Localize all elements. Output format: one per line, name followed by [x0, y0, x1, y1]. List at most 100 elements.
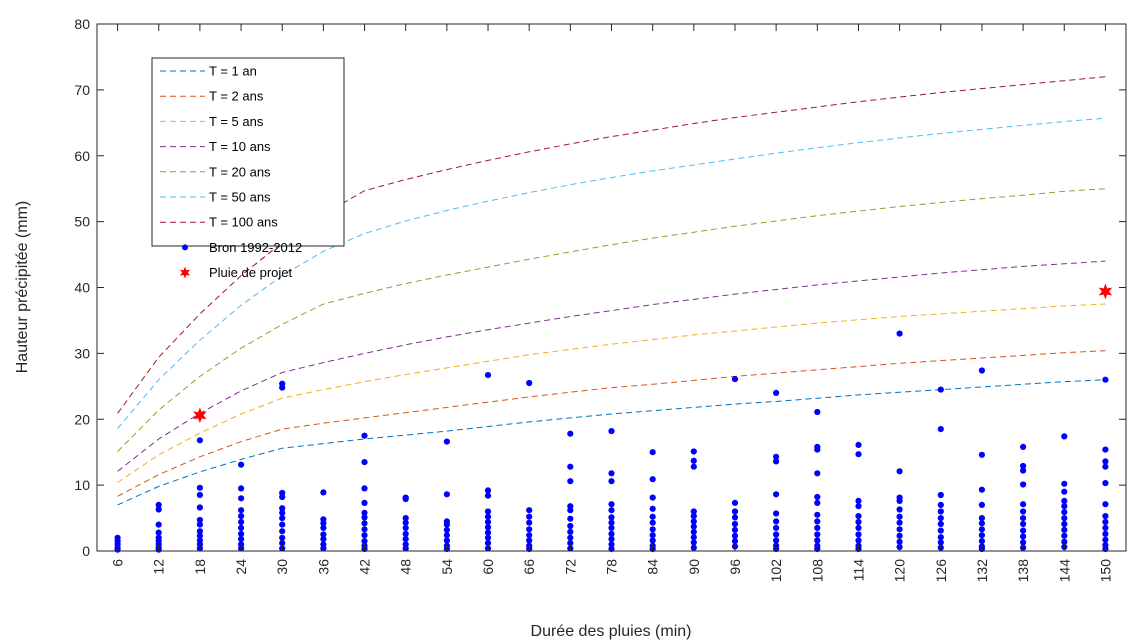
data-point [814, 408, 821, 416]
x-tick-label: 138 [1015, 559, 1031, 583]
data-point [690, 518, 697, 525]
y-axis-title: Hauteur précipitée (mm) [14, 201, 31, 374]
data-point [402, 495, 409, 503]
data-point [731, 514, 739, 521]
data-point [567, 478, 574, 485]
data-point [937, 386, 944, 393]
data-point [155, 521, 162, 528]
data-point [361, 532, 368, 539]
data-point [155, 529, 162, 536]
data-point [196, 516, 203, 524]
data-point [279, 515, 286, 522]
data-point [443, 438, 450, 445]
data-point [937, 426, 944, 433]
data-point [773, 453, 780, 460]
data-point [1020, 508, 1027, 515]
data-point [1061, 480, 1068, 487]
data-point [855, 524, 862, 532]
series-line-6 [117, 117, 1106, 429]
data-point [443, 537, 450, 544]
data-point [731, 526, 739, 534]
legend-label: T = 100 ans [209, 215, 278, 230]
data-point [1102, 524, 1109, 532]
data-point [196, 437, 203, 444]
data-point [484, 529, 492, 536]
x-tick-label: 60 [480, 559, 496, 575]
data-point [773, 531, 780, 538]
data-point [238, 485, 245, 492]
y-tick-label: 60 [74, 148, 90, 164]
curves-layer [117, 76, 1106, 506]
data-point [402, 536, 409, 543]
data-point [361, 432, 368, 439]
legend-label: T = 2 ans [209, 89, 264, 104]
data-point [814, 446, 821, 453]
x-tick-label: 48 [398, 559, 414, 575]
series-line-2 [117, 350, 1106, 497]
data-point [773, 537, 780, 544]
data-point [402, 519, 409, 526]
data-point [814, 499, 821, 506]
x-tick-label: 126 [933, 559, 949, 583]
x-axis-title: Durée des pluies (min) [531, 623, 692, 640]
data-point [320, 531, 327, 538]
data-point [196, 532, 203, 539]
data-point [238, 507, 245, 514]
data-point [567, 507, 574, 514]
data-point [361, 509, 368, 516]
data-point [731, 520, 739, 528]
points-layer [114, 283, 1113, 553]
y-tick-label: 80 [74, 16, 90, 32]
data-point [855, 441, 862, 448]
data-point [1102, 458, 1109, 465]
data-point [196, 484, 203, 491]
data-point [361, 459, 368, 466]
data-point [484, 518, 492, 526]
x-tick-label: 84 [645, 559, 661, 575]
x-tick-label: 24 [233, 559, 249, 575]
data-point [1102, 536, 1109, 543]
data-point [690, 523, 697, 530]
y-tick-label: 40 [74, 280, 90, 296]
legend-label: T = 1 an [209, 64, 257, 79]
data-point [443, 532, 450, 539]
data-point [690, 534, 697, 541]
data-point [402, 530, 409, 538]
x-tick-label: 96 [727, 559, 743, 575]
x-tick-label: 12 [151, 559, 167, 575]
y-tick-label: 30 [74, 345, 90, 361]
data-point [320, 520, 327, 527]
x-tick-label: 114 [851, 559, 867, 582]
data-point [690, 513, 697, 520]
data-point [1061, 488, 1068, 495]
x-axis-ticks: 6 12 18 24 30 36 42 48 54 60 66 72 78 84 90 96 102 108 114… [110, 24, 1113, 583]
data-point [855, 503, 862, 510]
x-tick-label: 30 [274, 559, 290, 575]
data-point [731, 508, 739, 515]
data-point [649, 505, 656, 512]
data-point [773, 458, 780, 465]
data-point [649, 449, 656, 456]
data-point [1102, 446, 1109, 453]
data-point [238, 524, 245, 532]
data-point [320, 536, 327, 543]
data-point [1020, 527, 1027, 534]
series-line-3 [117, 303, 1106, 483]
data-point [1102, 501, 1109, 508]
y-axis-ticks: 0 10 20 30 40 50 60 70 80 [74, 16, 1126, 559]
data-point [279, 540, 286, 547]
data-point [978, 367, 986, 374]
data-point [526, 526, 533, 533]
data-point [402, 515, 409, 522]
data-point [937, 527, 944, 534]
data-point [649, 532, 656, 539]
data-point [978, 486, 986, 493]
data-point [773, 524, 780, 532]
data-point [279, 493, 286, 501]
data-point [526, 537, 533, 544]
design-storm-point [1098, 283, 1113, 300]
data-point [978, 538, 986, 545]
data-point [361, 499, 368, 506]
data-point [690, 457, 697, 464]
